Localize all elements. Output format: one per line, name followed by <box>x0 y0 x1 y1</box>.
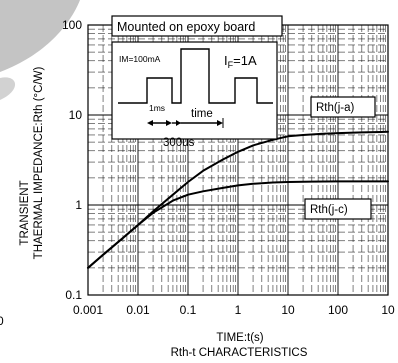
pulse-waveform <box>118 48 273 104</box>
inset-im-label: IM=100mA <box>119 54 161 64</box>
inset-title: Mounted on epoxy board <box>117 20 255 34</box>
arrowhead <box>147 120 153 126</box>
arrowhead <box>166 120 172 126</box>
inset-diagram: Mounted on epoxy board IM=100mA IF=1A 1m… <box>111 15 283 149</box>
corner-decoration <box>0 0 80 72</box>
edge-fragment: 0 <box>0 314 4 328</box>
series-label-ja-text: Rth(j-a) <box>316 102 355 114</box>
inset-if-label: IF=1A <box>224 53 257 70</box>
chart-title: Rth-t CHARACTERISTICS <box>171 347 308 359</box>
series-label-jc: Rth(j-c) <box>304 198 372 220</box>
series-layer <box>87 130 389 269</box>
series-label-ja: Rth(j-a) <box>310 96 376 118</box>
x-tick-label: 100 <box>328 303 348 317</box>
y-tick-label: 0.1 <box>65 288 82 302</box>
x-tick-label: 0.1 <box>180 303 197 317</box>
x-tick-label: 0.01 <box>126 303 150 317</box>
x-tick-label: 10 <box>281 303 295 317</box>
inset-title-box <box>111 15 283 37</box>
inset-time-label: time <box>191 108 213 120</box>
y-tick-labels: 0.1 1 10 100 <box>62 18 82 302</box>
inset-pw-label: 1ms <box>149 103 165 113</box>
y-tick-label: 1 <box>75 198 82 212</box>
x-tick-labels: 0.001 0.01 0.1 1 10 100 10 <box>73 303 395 317</box>
series-line-rth-jc <box>87 180 389 269</box>
arrowhead <box>217 120 223 126</box>
inset-period-label: 300us <box>163 137 195 149</box>
corner-decoration-2 <box>0 77 16 100</box>
y-tick-label: 100 <box>62 18 82 32</box>
arrowhead <box>176 120 181 126</box>
x-axis-label: TIME:t(s) <box>216 332 263 344</box>
y-axis-label-line2: THAERMAL IMPEDANCE:Rth (°C/W) <box>33 67 45 260</box>
x-tick-label: 1 <box>235 303 242 317</box>
y-axis-label-line1: TRANSIENT <box>19 180 31 245</box>
series-label-jc-text: Rth(j-c) <box>310 204 348 216</box>
y-tick-label: 10 <box>69 108 83 122</box>
x-tick-label: 10 <box>381 303 395 317</box>
x-tick-label: 0.001 <box>73 303 103 317</box>
